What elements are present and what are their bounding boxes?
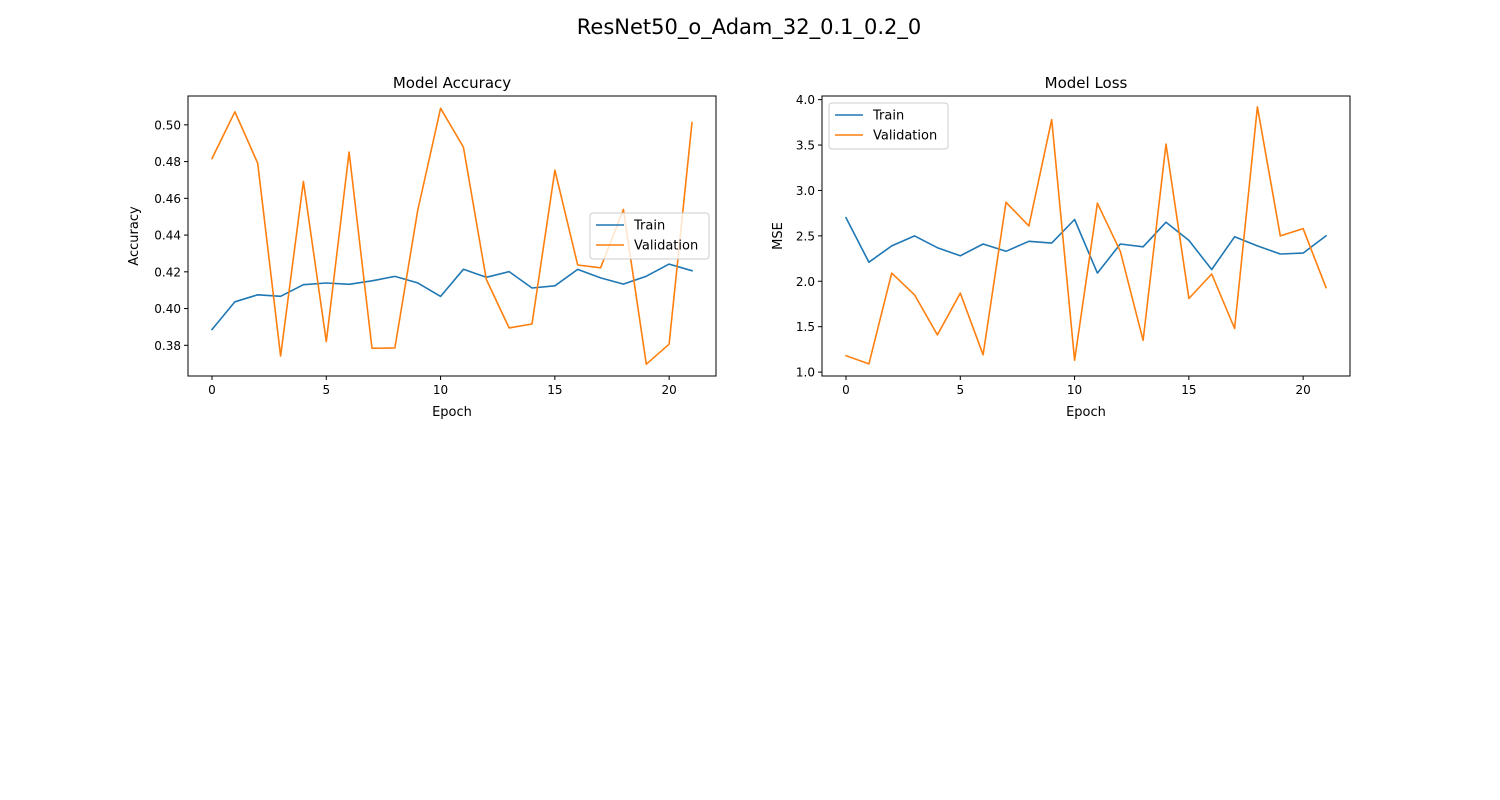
y-tick-label: 0.46 — [154, 192, 181, 206]
x-axis-label: Epoch — [432, 405, 472, 420]
chart-title: Model Accuracy — [393, 74, 511, 92]
legend: Train Validation — [589, 212, 710, 260]
y-axis-label: Accuracy — [127, 206, 142, 266]
legend: Train Validation — [828, 102, 949, 150]
y-tick-label: 0.48 — [154, 155, 181, 169]
loss-chart: Model Loss 0 5 10 15 20 1.0 1.5 2.0 2.5 3.0 3.5 4.0 E… — [771, 74, 1351, 420]
x-tick-label: 0 — [208, 383, 216, 397]
x-axis-label: Epoch — [1066, 405, 1106, 420]
y-tick-label: 0.42 — [154, 265, 181, 279]
y-tick-label: 1.0 — [796, 366, 815, 380]
y-tick-label: 3.0 — [796, 184, 815, 198]
figure-suptitle: ResNet50_o_Adam_32_0.1_0.2_0 — [577, 15, 921, 40]
x-tick-label: 10 — [1067, 383, 1082, 397]
y-tick-label: 2.5 — [796, 229, 815, 243]
legend-label-validation: Validation — [634, 239, 698, 254]
chart-title: Model Loss — [1045, 74, 1128, 92]
plot-frame — [821, 95, 1351, 377]
y-tick-label: 0.44 — [154, 229, 181, 243]
x-tick-label: 0 — [842, 383, 850, 397]
legend-label-train: Train — [633, 219, 665, 234]
accuracy-chart: Model Accuracy 0 5 10 15 20 0.38 0.40 0.42 0.44 0.… — [127, 74, 717, 420]
y-tick-label: 0.50 — [154, 118, 181, 132]
y-tick-label: 4.0 — [796, 93, 815, 107]
series-line-train — [210, 263, 693, 331]
series-line-train — [844, 216, 1328, 274]
y-tick-label: 2.0 — [796, 275, 815, 289]
x-tick-label: 5 — [322, 383, 330, 397]
x-tick-label: 5 — [956, 383, 964, 397]
series-line-validation — [844, 106, 1328, 365]
legend-label-validation: Validation — [873, 129, 937, 144]
y-tick-label: 0.38 — [154, 339, 181, 353]
y-tick-label: 1.5 — [796, 320, 815, 334]
y-axis-label: MSE — [771, 222, 786, 250]
x-tick-label: 20 — [1296, 383, 1311, 397]
x-tick-label: 15 — [1181, 383, 1196, 397]
x-tick-label: 15 — [547, 383, 562, 397]
plot-frame — [187, 95, 717, 377]
x-tick-label: 20 — [662, 383, 677, 397]
legend-label-train: Train — [872, 109, 904, 124]
x-tick-label: 10 — [433, 383, 448, 397]
y-tick-label: 0.40 — [154, 302, 181, 316]
y-tick-label: 3.5 — [796, 139, 815, 153]
